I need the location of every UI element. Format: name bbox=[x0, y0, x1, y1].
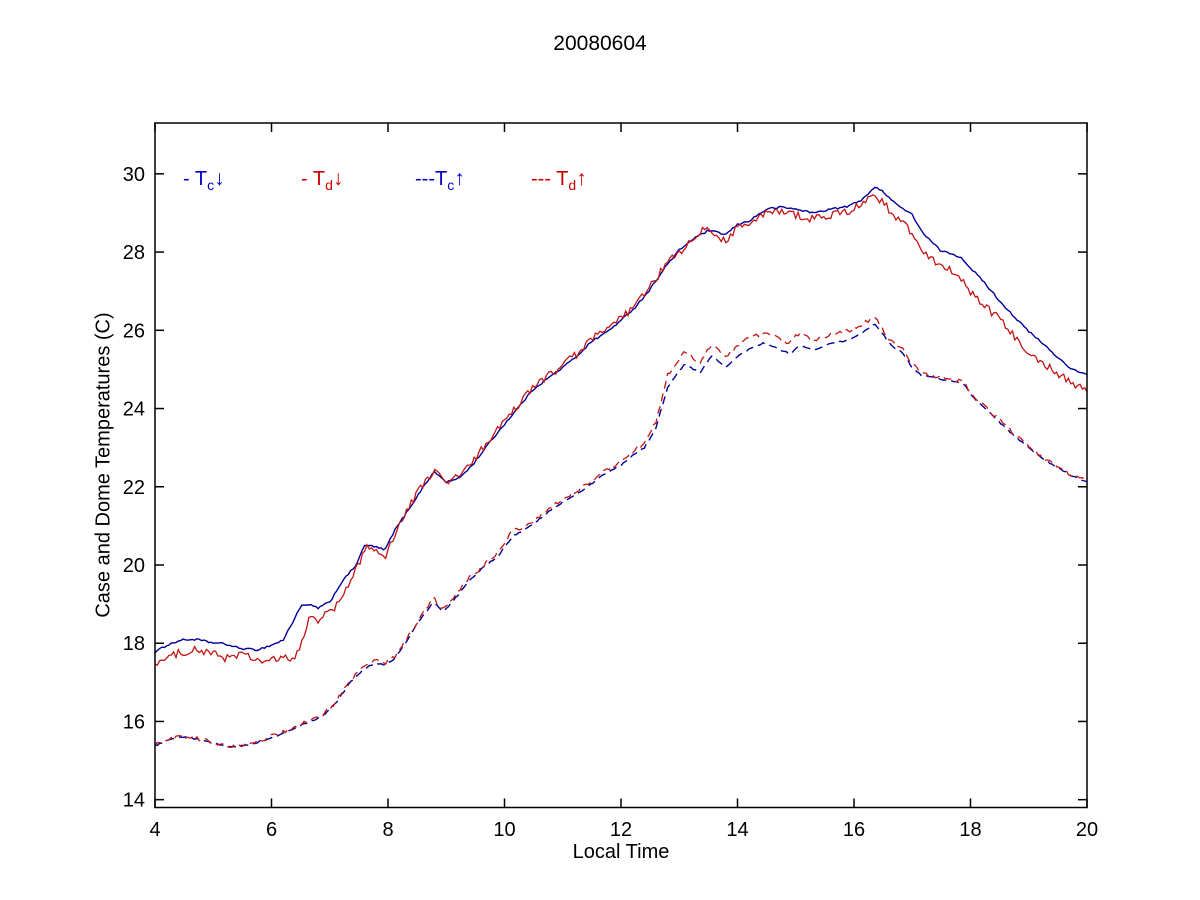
series-line-Td↑ bbox=[155, 317, 1087, 748]
y-tick-label: 28 bbox=[123, 242, 145, 264]
legend-symbol: T bbox=[556, 168, 569, 190]
down-arrow-icon: ↓ bbox=[332, 167, 344, 190]
y-tick-label: 22 bbox=[123, 477, 145, 499]
legend-subscript: c bbox=[207, 177, 215, 193]
x-tick-label: 10 bbox=[493, 819, 515, 841]
up-arrow-icon: ↑ bbox=[576, 167, 587, 190]
legend-item-Tc-up: ---Tc↑ bbox=[415, 167, 465, 193]
y-axis-label: Case and Dome Temperatures (C) bbox=[92, 312, 115, 618]
x-axis-label: Local Time bbox=[572, 841, 670, 863]
y-tick-label: 30 bbox=[123, 164, 145, 186]
down-arrow-icon: ↓ bbox=[214, 167, 225, 190]
x-tick-label: 4 bbox=[149, 819, 160, 841]
series-line-Td↓ bbox=[155, 194, 1087, 667]
legend-subscript: d bbox=[325, 177, 333, 193]
legend-symbol: T bbox=[194, 168, 208, 190]
y-tick-label: 26 bbox=[123, 320, 145, 342]
legend-symbol: T bbox=[434, 168, 448, 190]
y-tick-label: 24 bbox=[123, 399, 145, 421]
chart-title: 20080604 bbox=[553, 32, 647, 55]
legend-item-Tc-down: - Tc↓ bbox=[183, 167, 225, 193]
series-line-Tc↑ bbox=[155, 323, 1087, 749]
legend-item-Td-up: --- Td↑ bbox=[531, 167, 587, 193]
x-tick-label: 14 bbox=[726, 819, 748, 841]
x-tick-label: 20 bbox=[1076, 819, 1098, 841]
legend-item-Td-down: - Td↓ bbox=[301, 167, 344, 193]
y-tick-label: 14 bbox=[123, 790, 145, 812]
y-tick-label: 16 bbox=[123, 711, 145, 733]
x-tick-label: 12 bbox=[610, 819, 632, 841]
y-tick-label: 20 bbox=[123, 555, 145, 577]
legend-subscript: c bbox=[447, 177, 455, 193]
x-tick-label: 18 bbox=[959, 819, 981, 841]
legend-subscript: d bbox=[568, 177, 577, 193]
x-tick-label: 6 bbox=[266, 819, 277, 841]
y-tick-label: 18 bbox=[123, 633, 145, 655]
x-tick-label: 8 bbox=[382, 819, 393, 841]
legend-line-sample: - bbox=[301, 168, 313, 190]
legend-line-sample: - bbox=[183, 168, 195, 190]
legend-line-sample: --- bbox=[415, 168, 435, 190]
legend-symbol: T bbox=[312, 168, 326, 190]
up-arrow-icon: ↑ bbox=[454, 167, 465, 190]
series-line-Tc↓ bbox=[155, 186, 1087, 654]
x-tick-label: 16 bbox=[843, 819, 865, 841]
legend-line-sample: --- bbox=[531, 168, 557, 190]
